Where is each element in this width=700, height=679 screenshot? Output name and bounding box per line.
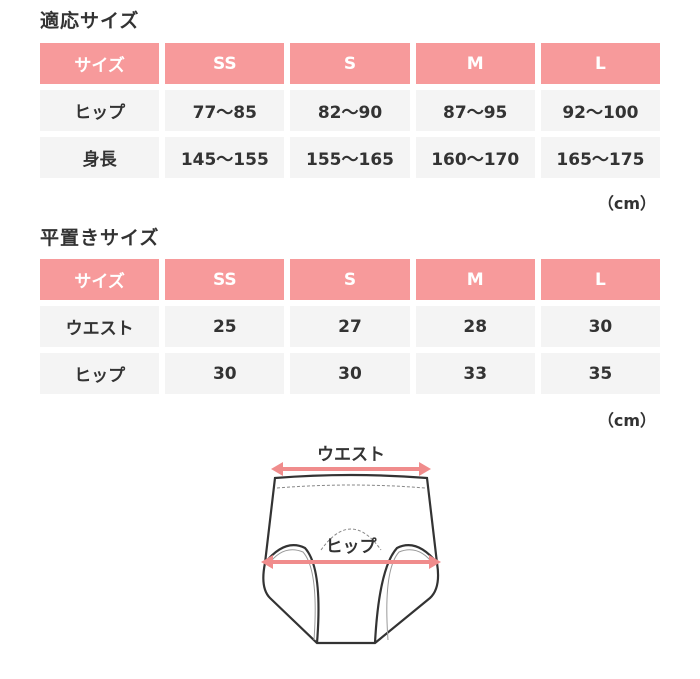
waist-label: ウエスト	[317, 445, 385, 465]
table-cell: 87〜95	[415, 90, 535, 131]
table-cell: 30	[540, 306, 661, 347]
table-cell: 30	[165, 353, 285, 394]
table-cell: 35	[540, 353, 661, 394]
table-row: 身長 145〜155 155〜165 160〜170 165〜175	[40, 137, 661, 178]
unit-label: （cm）	[597, 411, 656, 430]
hip-label: ヒップ	[326, 536, 378, 557]
table-cell: 92〜100	[540, 90, 661, 131]
flat-size-table: サイズ SS S M L ウエスト 25 27 28 30 ヒップ 30 30 …	[40, 259, 661, 400]
table-row: ウエスト 25 27 28 30	[40, 306, 661, 347]
section-title-flat-size: 平置きサイズ	[40, 227, 160, 249]
table-cell: 165〜175	[540, 137, 661, 178]
header-cell: S	[290, 259, 410, 300]
header-cell: L	[540, 43, 661, 84]
table-cell: 30	[290, 353, 410, 394]
table-row: ヒップ 30 30 33 35	[40, 353, 661, 394]
row-label: 身長	[40, 137, 160, 178]
row-label: ヒップ	[40, 353, 160, 394]
header-cell: SS	[165, 43, 285, 84]
table-cell: 77〜85	[165, 90, 285, 131]
header-cell: S	[290, 43, 410, 84]
table-cell: 28	[415, 306, 535, 347]
header-cell: M	[415, 43, 535, 84]
section-title-fit-size: 適応サイズ	[40, 10, 140, 32]
measure-arrows	[261, 462, 441, 569]
fit-size-table: サイズ SS S M L ヒップ 77〜85 82〜90 87〜95 92〜10…	[40, 43, 661, 184]
table-cell: 25	[165, 306, 285, 347]
row-label: ヒップ	[40, 90, 160, 131]
header-cell: SS	[165, 259, 285, 300]
table-cell: 160〜170	[415, 137, 535, 178]
header-cell: サイズ	[40, 43, 160, 84]
table-header-row: サイズ SS S M L	[40, 43, 661, 84]
unit-label: （cm）	[597, 194, 656, 213]
table-row: ヒップ 77〜85 82〜90 87〜95 92〜100	[40, 90, 661, 131]
table-cell: 27	[290, 306, 410, 347]
header-cell: サイズ	[40, 259, 160, 300]
table-cell: 33	[415, 353, 535, 394]
table-header-row: サイズ SS S M L	[40, 259, 661, 300]
header-cell: M	[415, 259, 535, 300]
table-cell: 82〜90	[290, 90, 410, 131]
header-cell: L	[540, 259, 661, 300]
row-label: ウエスト	[40, 306, 160, 347]
table-cell: 145〜155	[165, 137, 285, 178]
shorts-measurement-diagram: ウエスト ヒップ	[261, 445, 441, 645]
table-cell: 155〜165	[290, 137, 410, 178]
